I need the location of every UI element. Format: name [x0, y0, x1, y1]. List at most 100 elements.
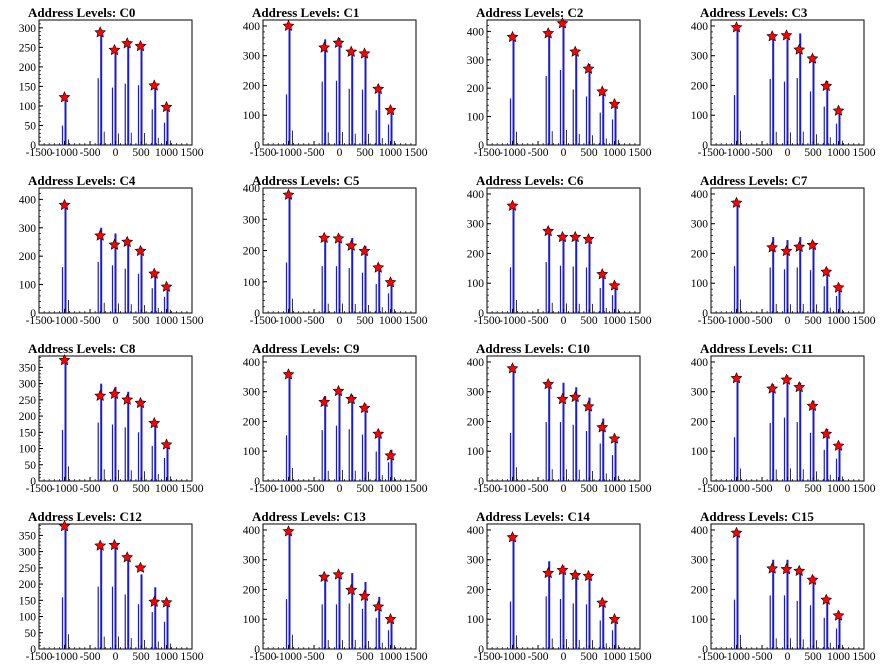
- x-tick-label: -500: [303, 651, 324, 663]
- histogram-plot: 0 50 100 150 200 250 300 350 -1500-1000 -500 0 500 1…: [19, 520, 204, 663]
- y-tick-label: 200: [19, 579, 37, 591]
- peak-marker: [596, 596, 609, 608]
- y-tick-label: 400: [691, 357, 709, 369]
- x-tick-label: -1000: [51, 315, 78, 327]
- x-tick-label: -1000: [499, 651, 526, 663]
- histogram-plot: 0 100 200 300 400 -1500-1000 -500 0 500 1000 1500: [243, 523, 428, 663]
- peak-marker: [384, 276, 397, 288]
- y-tick-label: 200: [467, 248, 485, 260]
- peak-marker: [793, 240, 806, 252]
- x-tick-label: 1000: [827, 147, 850, 159]
- histogram-panel: 0 100 200 300 400 -1500 -1000 -500 0 500 1000 1500 A…: [672, 168, 896, 336]
- peak-marker: [820, 427, 833, 440]
- y-tick-label: 300: [691, 219, 709, 231]
- peak-marker: [282, 525, 295, 537]
- histogram-plot: 0 50 100 150 200 250 300 350 -1500-1000 -500 0 500 1…: [19, 353, 204, 495]
- x-tick-label: 0: [113, 483, 119, 495]
- y-tick-label: 0: [254, 140, 260, 152]
- x-tick-label: 0: [337, 651, 343, 663]
- peak-marker: [582, 569, 595, 582]
- y-tick-label: 0: [30, 476, 36, 488]
- peak-marker: [820, 79, 833, 92]
- x-tick-label: -500: [303, 483, 324, 495]
- chart-title: Address Levels: C5: [252, 173, 360, 188]
- y-tick-label: 200: [691, 80, 709, 92]
- y-tick-label: 0: [30, 644, 36, 656]
- x-tick-label: -1500: [698, 483, 725, 495]
- chart-title: Address Levels: C1: [252, 5, 360, 20]
- x-tick-label: -500: [751, 651, 772, 663]
- y-tick-label: 150: [19, 427, 37, 439]
- peak-marker: [506, 30, 519, 43]
- peak-marker: [282, 19, 295, 31]
- histogram-panel: 0 100 200 300 400 -1500 -1000 -500 0 500 1000 1500 A…: [672, 504, 896, 672]
- peak-marker: [832, 439, 845, 451]
- x-tick-label: -1500: [26, 483, 53, 495]
- y-tick-label: 300: [243, 214, 261, 226]
- x-tick-label: 1500: [181, 147, 204, 159]
- x-tick-label: 1000: [603, 483, 626, 495]
- y-tick-label: 300: [691, 555, 709, 567]
- peak-marker: [318, 395, 331, 408]
- x-tick-label: -1000: [723, 315, 750, 327]
- x-tick-label: 500: [580, 315, 598, 327]
- x-tick-label: 0: [113, 147, 119, 159]
- peak-marker: [820, 265, 833, 277]
- x-tick-label: 500: [356, 147, 374, 159]
- peak-marker: [569, 568, 582, 581]
- peak-marker: [384, 103, 397, 116]
- chart-title: Address Levels: C12: [28, 509, 142, 524]
- x-tick-label: -500: [527, 147, 548, 159]
- x-tick-label: -1500: [26, 651, 53, 663]
- x-tick-label: 1500: [405, 315, 428, 327]
- y-tick-label: 400: [243, 183, 261, 195]
- x-tick-label: -500: [527, 483, 548, 495]
- peak-marker: [730, 526, 743, 538]
- histogram-plot: 0 100 200 300 400 -1500-1000 -500 0 500 1000 1500: [691, 187, 876, 327]
- y-tick-label: 100: [19, 101, 37, 113]
- y-tick-label: 300: [467, 387, 485, 399]
- x-tick-label: -1500: [250, 147, 277, 159]
- x-tick-label: -1000: [51, 651, 78, 663]
- peak-marker: [582, 62, 595, 74]
- y-tick-label: 200: [243, 584, 261, 596]
- histogram-plot: 0 100 200 300 400 -1500-1000 -500 0 500 1000 1500: [691, 523, 876, 663]
- peak-marker: [108, 538, 121, 551]
- x-tick-label: -1500: [474, 483, 501, 495]
- peak-marker: [332, 568, 345, 580]
- x-tick-label: 500: [132, 483, 150, 495]
- x-tick-label: 500: [580, 147, 598, 159]
- x-tick-label: 1500: [181, 315, 204, 327]
- peak-marker: [372, 261, 385, 273]
- y-tick-label: 400: [467, 26, 485, 38]
- peak-marker: [358, 244, 371, 257]
- peak-marker: [108, 238, 121, 250]
- peak-marker: [780, 244, 793, 257]
- peak-marker: [358, 589, 371, 602]
- x-tick-label: -1000: [275, 651, 302, 663]
- peak-marker: [506, 531, 519, 543]
- peak-marker: [820, 593, 833, 605]
- x-tick-label: 1500: [853, 483, 876, 495]
- x-tick-label: -1500: [250, 651, 277, 663]
- x-tick-label: -1500: [474, 315, 501, 327]
- peak-marker: [596, 268, 609, 280]
- peak-marker: [730, 196, 743, 208]
- histogram-panel: 0 100 200 300 400 -1500 -1000 -500 0 500 1000 1500 A…: [224, 0, 448, 168]
- x-tick-label: -500: [527, 315, 548, 327]
- y-tick-label: 0: [478, 140, 484, 152]
- x-tick-label: -500: [79, 315, 100, 327]
- x-tick-label: -1500: [26, 147, 53, 159]
- peak-marker: [345, 45, 358, 57]
- histogram-panel: 0 100 200 300 400 -1500 -1000 -500 0 500 1000 1500 A…: [448, 336, 672, 504]
- peak-marker: [608, 97, 621, 110]
- y-tick-label: 400: [467, 525, 485, 537]
- peak-marker: [730, 21, 743, 33]
- x-tick-label: -1500: [250, 315, 277, 327]
- peak-marker: [134, 561, 147, 573]
- peak-marker: [345, 583, 358, 596]
- y-tick-label: 200: [467, 83, 485, 95]
- peak-marker: [94, 389, 107, 401]
- y-tick-label: 150: [19, 595, 37, 607]
- x-tick-label: 1500: [181, 483, 204, 495]
